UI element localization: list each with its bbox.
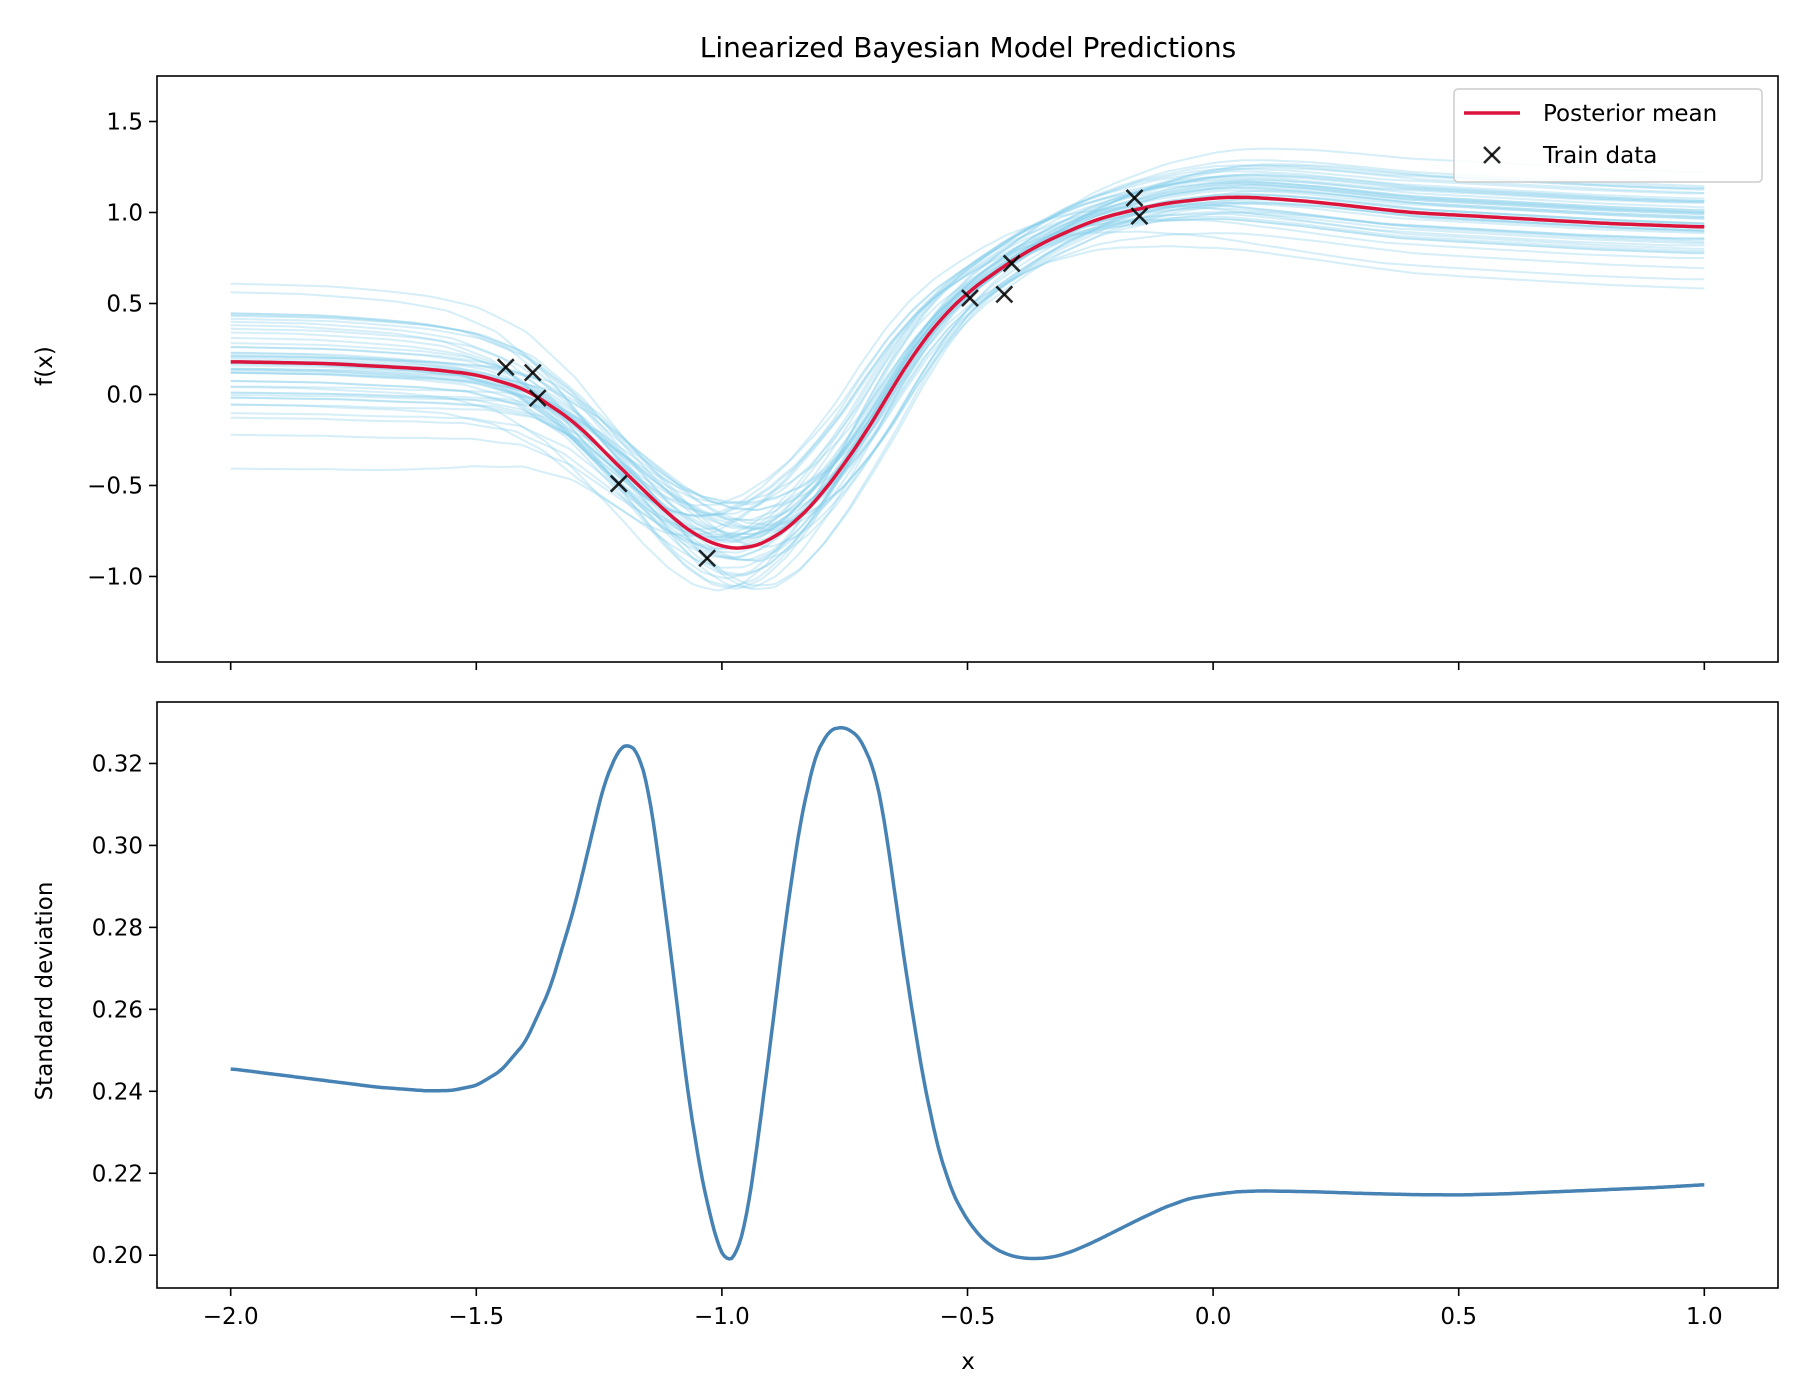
train-mark-stroke xyxy=(523,363,542,382)
posterior-sample-line xyxy=(230,189,1705,587)
posterior-sample-line xyxy=(230,245,1705,504)
legend-train-swatch xyxy=(1483,146,1501,164)
posterior-sample-line xyxy=(230,203,1705,507)
std-deviation-line xyxy=(230,726,1705,1261)
posterior-sample-line xyxy=(230,215,1705,550)
y-tick-label: 0.28 xyxy=(92,915,143,941)
train-mark-stroke xyxy=(961,289,979,307)
x-tick-label: −0.5 xyxy=(940,1304,996,1330)
y-tick-label: 1.0 xyxy=(106,200,143,226)
y-tick-label: 0.0 xyxy=(106,382,143,408)
posterior-sample-line xyxy=(230,205,1705,517)
legend: Posterior mean Train data xyxy=(1453,88,1763,183)
posterior-sample-line xyxy=(230,180,1705,512)
posterior-sample-line xyxy=(230,167,1705,539)
train-mark-stroke xyxy=(609,474,628,493)
y-tick-label: 0.5 xyxy=(106,291,143,317)
train-data-point xyxy=(528,389,547,408)
train-data-point xyxy=(995,285,1014,304)
train-data-points xyxy=(496,189,1149,568)
posterior-sample-line xyxy=(230,204,1705,580)
x-tick-label: 0.0 xyxy=(1195,1304,1232,1330)
x-tick-label: −1.5 xyxy=(448,1304,504,1330)
y-tick-label: 1.5 xyxy=(106,109,143,135)
y-tick-label: −1.0 xyxy=(87,564,143,590)
chart-title: Linearized Bayesian Model Predictions xyxy=(700,31,1236,64)
train-mark-stroke xyxy=(528,389,547,408)
x-axis-label: x xyxy=(961,1349,975,1375)
posterior-sample-line xyxy=(230,183,1705,540)
posterior-sample-line xyxy=(230,187,1705,559)
posterior-sample-line xyxy=(230,217,1705,539)
posterior-sample-line xyxy=(230,170,1705,516)
posterior-sample-line xyxy=(230,189,1705,590)
y-tick-label: −0.5 xyxy=(87,473,143,499)
bottom-y-axis-label: Standard deviation xyxy=(32,882,58,1101)
x-tick-label: 1.0 xyxy=(1686,1304,1723,1330)
posterior-sample-line xyxy=(230,211,1705,522)
posterior-sample-line xyxy=(230,174,1705,577)
train-mark-stroke xyxy=(496,358,515,377)
y-tick-label: 0.24 xyxy=(92,1079,143,1105)
posterior-sample-line xyxy=(230,179,1705,544)
posterior-sample-line xyxy=(230,232,1705,536)
legend-label-posterior-mean: Posterior mean xyxy=(1543,101,1717,127)
posterior-sample-line xyxy=(230,176,1705,530)
posterior-sample-line xyxy=(230,207,1705,592)
legend-box xyxy=(1453,88,1763,183)
train-mark-stroke xyxy=(698,549,717,568)
bottom-y-ticks: 0.20 0.22 0.24 0.26 0.28 0.30 0.32 xyxy=(92,751,157,1269)
posterior-sample-line xyxy=(230,186,1705,576)
top-x-ticks xyxy=(229,662,1706,670)
y-tick-label: 0.20 xyxy=(92,1243,143,1269)
bottom-plot-frame xyxy=(156,701,1779,1289)
train-mark-stroke xyxy=(1130,207,1149,226)
bottom-panel: Standard deviation x 0.200.220.240.260.2… xyxy=(32,701,1779,1375)
y-tick-label: 0.30 xyxy=(92,833,143,859)
top-y-axis-label: f(x) xyxy=(32,346,58,386)
top-y-ticks: −1.0 −0.5 0.0 0.5 1.0 1.5 xyxy=(87,109,157,590)
posterior-sample-line xyxy=(230,183,1705,561)
bottom-x-ticks: −2.0 −1.5 −1.0 −0.5 0.0 0.5 1.0 xyxy=(203,1288,1723,1330)
posterior-mean-line xyxy=(230,195,1705,550)
posterior-sample-line xyxy=(230,194,1705,527)
train-mark-stroke xyxy=(995,285,1014,304)
train-data-point xyxy=(961,289,979,307)
train-mark-stroke xyxy=(1125,189,1144,207)
legend-train-marker xyxy=(1483,146,1501,164)
train-data-point xyxy=(1125,189,1144,207)
posterior-sample-line xyxy=(230,198,1705,548)
y-tick-label: 0.26 xyxy=(92,997,143,1023)
y-tick-label: 0.22 xyxy=(92,1161,143,1187)
posterior-sample-line xyxy=(230,177,1705,537)
train-mark-stroke xyxy=(1002,254,1021,273)
train-data-point xyxy=(496,358,515,377)
train-data-point xyxy=(698,549,717,568)
posterior-sample-line xyxy=(230,212,1705,505)
train-data-point xyxy=(609,474,628,493)
x-tick-label: 0.5 xyxy=(1440,1304,1477,1330)
top-plot-frame xyxy=(156,75,1779,663)
posterior-sample-line xyxy=(230,181,1705,544)
y-tick-label: 0.32 xyxy=(92,751,143,777)
posterior-sample-line xyxy=(230,173,1705,542)
x-tick-label: −1.0 xyxy=(694,1304,750,1330)
train-data-point xyxy=(523,363,542,382)
top-panel: Linearized Bayesian Model Predictions f(… xyxy=(32,31,1779,670)
train-data-point xyxy=(1002,254,1021,273)
x-tick-label: −2.0 xyxy=(203,1304,259,1330)
legend-label-train-data: Train data xyxy=(1542,143,1657,169)
posterior-sample-line xyxy=(230,218,1705,518)
posterior-sample-line xyxy=(230,201,1705,536)
train-mark-stroke xyxy=(1483,146,1501,164)
posterior-sample-line xyxy=(230,202,1705,530)
train-data-point xyxy=(1130,207,1149,226)
